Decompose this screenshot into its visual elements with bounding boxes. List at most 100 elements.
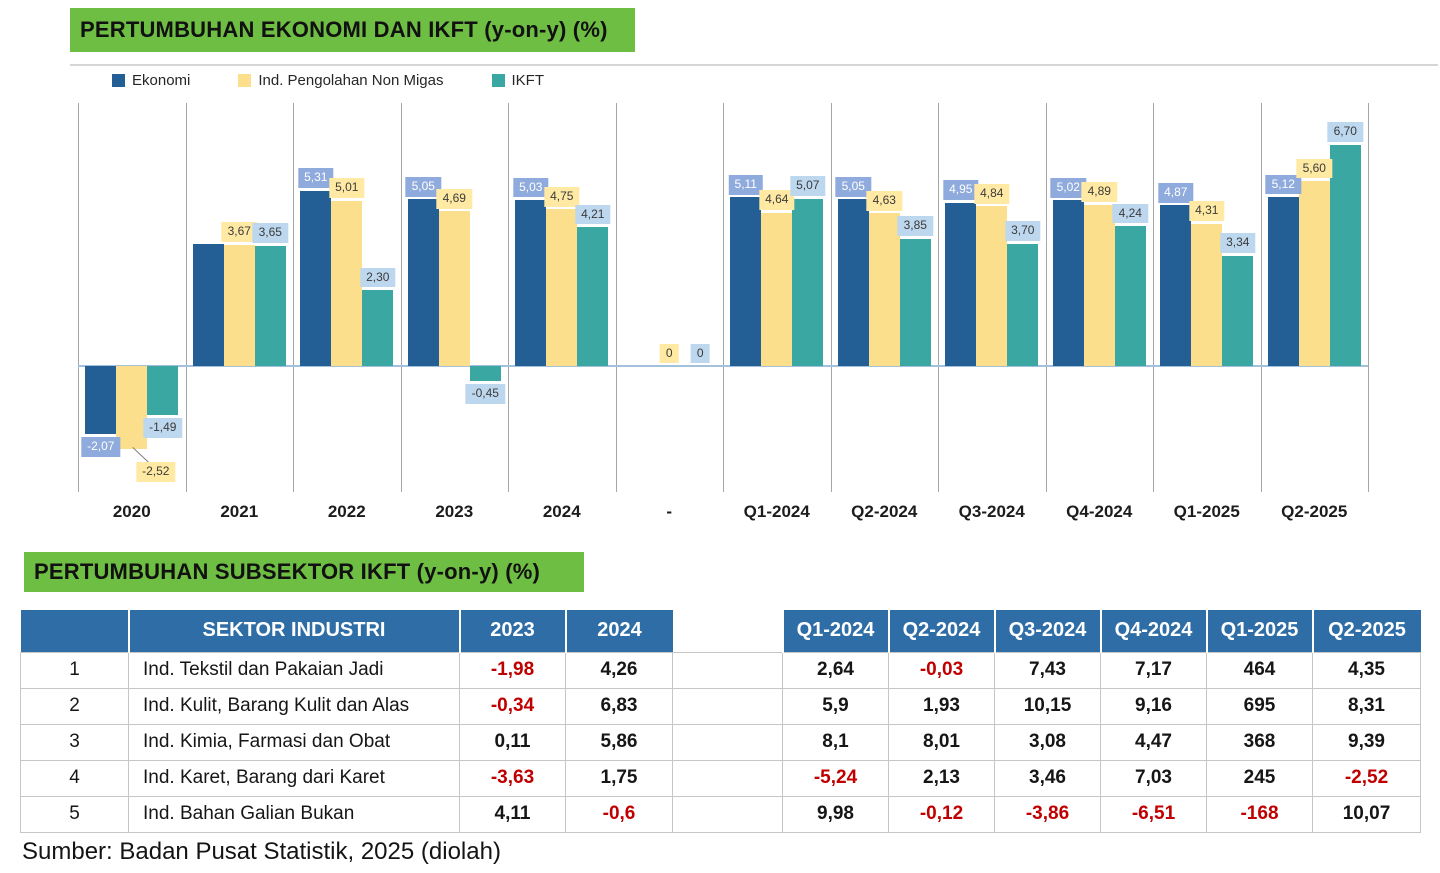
table-row: 4 Ind. Karet, Barang dari Karet -3,63 1,75 -… xyxy=(20,759,1421,797)
bar-value-label: -0,45 xyxy=(465,383,505,404)
bar-ekonomi xyxy=(945,202,977,366)
table-row: 5 Ind. Bahan Galian Bukan 4,11 -0,6 9,98 -0,1… xyxy=(20,795,1421,833)
x-axis-category-label: - xyxy=(666,502,673,521)
value-cell: 5,86 xyxy=(565,723,673,761)
bar-value-label: 0 xyxy=(690,343,710,364)
bar-ikft xyxy=(1007,243,1039,366)
bar-value-label: 3,70 xyxy=(1005,221,1041,242)
value-cell: -168 xyxy=(1206,795,1313,833)
value-cell: 8,01 xyxy=(888,723,995,761)
table-row: 2 Ind. Kulit, Barang Kulit dan Alas -0,34 6… xyxy=(20,687,1421,725)
gridline xyxy=(293,103,294,492)
value-cell: 695 xyxy=(1206,687,1313,725)
bar-ikft xyxy=(899,238,931,366)
table-header-cell: 2023 xyxy=(458,610,566,652)
bar-value-label: 3,65 xyxy=(252,223,288,243)
table-header-cell: Q3-2024 xyxy=(993,610,1101,652)
bar-ind-pengolahan-non-migas xyxy=(116,366,148,450)
bar-ikft xyxy=(254,245,286,366)
value-cell: 4,26 xyxy=(565,651,673,689)
row-number-cell: 2 xyxy=(20,687,129,725)
x-axis-line xyxy=(78,365,1368,367)
x-axis-category-label: 2023 xyxy=(435,502,474,521)
value-cell: 6,83 xyxy=(565,687,673,725)
gridline xyxy=(723,103,724,492)
value-cell: 464 xyxy=(1206,651,1313,689)
gridline xyxy=(508,103,509,492)
legend-item-ekonomi: Ekonomi xyxy=(112,72,190,89)
bar-ikft xyxy=(1114,226,1146,366)
bar-value-label: 2,30 xyxy=(360,267,396,288)
gridline xyxy=(78,103,79,492)
bar-value-label: 5,05 xyxy=(835,176,871,197)
bar-value-label: 5,31 xyxy=(298,168,334,189)
bar-ind-pengolahan-non-migas xyxy=(868,213,900,366)
bar-value-label: 4,69 xyxy=(436,188,472,209)
bar-value-label: -2,07 xyxy=(81,437,121,458)
value-cell: 8,31 xyxy=(1312,687,1421,725)
gridline xyxy=(1368,103,1369,492)
gridline xyxy=(830,103,832,492)
value-cell: 9,16 xyxy=(1100,687,1207,725)
bar-value-label: 4,89 xyxy=(1081,182,1117,202)
legend-swatch-icon xyxy=(238,74,252,87)
sector-name-cell: Ind. Kimia, Farmasi dan Obat xyxy=(128,723,460,761)
bar-value-label: 5,12 xyxy=(1265,174,1301,195)
bar-ind-pengolahan-non-migas xyxy=(1298,181,1330,366)
x-axis-category-label: Q2-2025 xyxy=(1281,502,1348,521)
bar-ekonomi xyxy=(300,190,332,366)
sector-name-cell: Ind. Bahan Galian Bukan xyxy=(128,795,460,833)
legend-label: Ekonomi xyxy=(132,72,191,89)
value-cell: 5,9 xyxy=(782,687,889,725)
value-cell: -2,52 xyxy=(1312,759,1421,797)
bar-value-label: -1,49 xyxy=(143,418,183,438)
value-cell: -6,51 xyxy=(1100,795,1207,833)
bar-value-label: 4,63 xyxy=(866,190,902,211)
x-axis-category-label: 2021 xyxy=(220,502,259,521)
table-header-cell: Q2-2024 xyxy=(887,610,995,652)
bar-value-label: 0 xyxy=(659,343,679,364)
table-header-cell: SEKTOR INDUSTRI xyxy=(127,610,460,652)
value-cell: 3,08 xyxy=(994,723,1101,761)
x-axis-category-label: Q4-2024 xyxy=(1066,502,1133,521)
table-header-cell: Q2-2025 xyxy=(1311,610,1421,652)
bar-ekonomi xyxy=(1267,197,1299,366)
bar-ikft xyxy=(362,290,394,366)
value-cell: 1,93 xyxy=(888,687,995,725)
bar-ind-pengolahan-non-migas xyxy=(1083,204,1115,366)
subsector-table: SEKTOR INDUSTRI 2023 2024 Q1-2024 Q2-2024 Q3-… xyxy=(20,610,1421,833)
value-cell: -5,24 xyxy=(782,759,889,797)
value-cell: -0,34 xyxy=(459,687,566,725)
sector-name-cell: Ind. Tekstil dan Pakaian Jadi xyxy=(128,651,460,689)
bar-ikft xyxy=(792,198,824,366)
x-axis-category-label: 2020 xyxy=(112,502,151,521)
value-cell: 7,17 xyxy=(1100,651,1207,689)
x-axis-category-label: Q2-2024 xyxy=(851,502,918,521)
source-note: Sumber: Badan Pusat Statistik, 2025 (dio… xyxy=(22,838,501,865)
bar-ekonomi xyxy=(192,243,224,366)
header-divider xyxy=(70,64,1438,66)
value-cell: 4,47 xyxy=(1100,723,1207,761)
bar-ekonomi xyxy=(837,199,869,366)
bar-ikft xyxy=(577,227,609,366)
gridline xyxy=(615,103,617,492)
table-header-cell: Q4-2024 xyxy=(1099,610,1207,652)
bar-ikft xyxy=(469,366,501,381)
x-axis-category-label: Q1-2024 xyxy=(743,502,810,521)
row-number-cell: 4 xyxy=(20,759,129,797)
sector-name-cell: Ind. Karet, Barang dari Karet xyxy=(128,759,460,797)
table-header-cell: 2024 xyxy=(564,610,673,652)
legend-item-ikft: IKFT xyxy=(491,72,544,89)
legend-label: Ind. Pengolahan Non Migas xyxy=(258,72,444,89)
bar-value-label: 4,95 xyxy=(943,180,979,200)
value-cell: 7,03 xyxy=(1100,759,1207,797)
table-header-row: SEKTOR INDUSTRI 2023 2024 Q1-2024 Q2-2024 Q3-… xyxy=(20,610,1421,652)
value-cell: 368 xyxy=(1206,723,1313,761)
value-cell: 9,98 xyxy=(782,795,889,833)
value-cell: 2,13 xyxy=(888,759,995,797)
x-axis-category-label: 2024 xyxy=(542,502,581,521)
bar-ekonomi xyxy=(515,200,547,366)
x-axis-category-label: 2022 xyxy=(327,502,366,521)
legend-swatch-icon xyxy=(491,74,505,87)
legend-item-ind-pengolahan-non-migas: Ind. Pengolahan Non Migas xyxy=(238,72,444,89)
